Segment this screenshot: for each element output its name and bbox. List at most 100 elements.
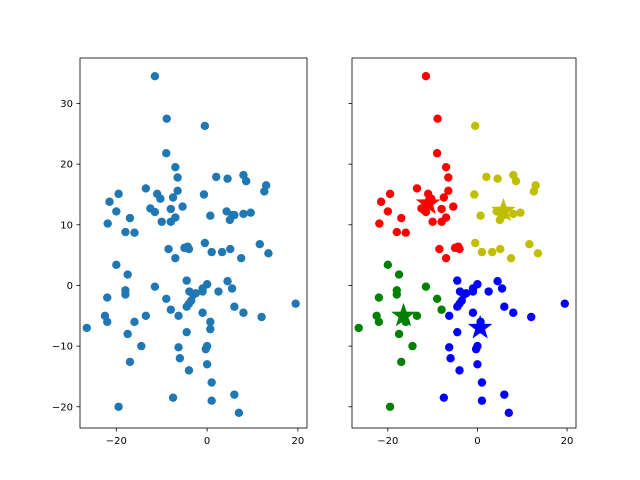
- right-point-s1-17: [488, 247, 497, 257]
- left-point-s0-22: [112, 207, 121, 216]
- left-point-s0-24: [178, 202, 187, 211]
- left-point-s0-82: [123, 329, 132, 339]
- left-point-s0-63: [198, 287, 207, 296]
- right-point-s2-10: [354, 323, 363, 333]
- right-point-s2-8: [412, 311, 422, 320]
- left-point-s0-50: [112, 260, 121, 270]
- left-x-ticks: −20 0 20: [106, 428, 305, 447]
- left-point-s0-46: [226, 244, 235, 254]
- right-centroid-star-2: [391, 302, 416, 327]
- right-point-s2-4: [392, 290, 401, 299]
- right-point-s0-1: [433, 114, 442, 123]
- right-point-s2-16: [437, 305, 446, 314]
- right-point-s0-24: [435, 244, 444, 254]
- right-point-s1-13: [509, 209, 518, 219]
- right-point-s0-15: [437, 204, 446, 214]
- left-point-s0-100: [291, 299, 300, 308]
- right-point-s1-20: [525, 240, 534, 249]
- left-point-s0-6: [212, 172, 221, 182]
- left-y-tick-label-2: 0: [67, 281, 73, 292]
- left-point-s0-86: [174, 343, 183, 352]
- left-point-s0-37: [121, 227, 130, 237]
- left-point-s0-92: [202, 360, 212, 369]
- left-point-s0-43: [200, 238, 210, 248]
- left-point-s0-45: [217, 247, 227, 257]
- left-y-tick-label-0: −20: [52, 402, 73, 413]
- right-point-s0-2: [432, 149, 442, 158]
- left-point-s0-74: [166, 305, 175, 314]
- right-point-s0-8: [444, 186, 453, 196]
- right-point-s1-7: [470, 190, 479, 199]
- left-point-s0-38: [130, 228, 139, 237]
- left-point-s0-44: [207, 247, 216, 257]
- right-point-s1-19: [506, 253, 516, 263]
- left-point-s0-77: [257, 312, 266, 322]
- left-x-tick-label-0: −20: [106, 436, 127, 447]
- left-point-s0-91: [175, 354, 185, 363]
- right-point-s0-28: [441, 253, 451, 263]
- right-centroids-layer: [391, 190, 516, 339]
- left-x-tick-label-1: 0: [204, 436, 210, 447]
- left-y-tick-label-1: −10: [52, 342, 73, 353]
- right-point-s1-21: [533, 249, 543, 258]
- right-point-s0-5: [412, 184, 422, 193]
- right-y-ticks: [348, 103, 352, 408]
- right-point-s3-21: [445, 343, 454, 352]
- left-point-s0-1: [162, 114, 171, 123]
- right-point-s1-0: [471, 121, 480, 131]
- left-point-s0-52: [171, 253, 180, 263]
- left-point-s0-66: [103, 293, 112, 302]
- right-point-s3-0: [453, 276, 462, 285]
- left-point-s0-67: [162, 294, 171, 303]
- left-point-s0-73: [141, 311, 151, 320]
- left-point-s0-29: [206, 211, 215, 220]
- left-point-s0-99: [234, 408, 244, 418]
- right-x-tick-label-0: −20: [377, 436, 398, 447]
- right-centroid-star-0: [415, 190, 441, 215]
- left-point-s0-17: [199, 190, 209, 199]
- left-point-s0-53: [150, 282, 160, 291]
- left-point-s0-90: [125, 357, 135, 367]
- left-point-s0-57: [223, 277, 232, 286]
- right-point-s0-16: [449, 202, 458, 211]
- left-point-s0-79: [103, 317, 112, 327]
- right-point-s0-21: [375, 219, 384, 228]
- right-point-s0-14: [383, 207, 393, 216]
- right-point-s1-4: [511, 176, 521, 186]
- left-point-s0-13: [114, 189, 123, 199]
- left-point-s0-23: [166, 204, 175, 214]
- right-point-s3-15: [468, 308, 478, 317]
- right-point-s1-2: [493, 174, 502, 183]
- right-point-s0-17: [397, 213, 406, 223]
- right-point-s3-29: [500, 390, 509, 399]
- right-point-s0-6: [385, 189, 395, 199]
- left-point-s0-28: [166, 217, 175, 226]
- left-y-tick-label-5: 30: [60, 99, 73, 110]
- right-point-s3-17: [509, 308, 518, 317]
- left-point-s0-11: [260, 187, 269, 196]
- right-point-s1-6: [529, 187, 539, 196]
- right-point-s0-23: [401, 228, 410, 237]
- right-point-s3-27: [477, 378, 487, 387]
- right-point-s2-0: [383, 260, 393, 270]
- left-point-s0-49: [264, 249, 273, 258]
- right-point-s3-16: [527, 312, 536, 322]
- left-point-s0-21: [150, 207, 160, 217]
- right-x-ticks: −20 0 20: [377, 428, 573, 447]
- left-point-s0-70: [187, 296, 196, 305]
- left-point-s0-84: [206, 317, 215, 327]
- left-point-s0-35: [246, 208, 255, 217]
- left-point-s0-3: [162, 149, 171, 158]
- right-point-s3-2: [473, 280, 482, 289]
- right-point-s2-2: [421, 282, 431, 291]
- right-point-s2-15: [385, 402, 395, 411]
- left-point-s0-75: [174, 311, 183, 320]
- left-point-s0-58: [214, 287, 223, 296]
- left-point-s0-4: [171, 162, 180, 172]
- left-x-tick-label-2: 20: [292, 436, 305, 447]
- right-point-s3-32: [560, 299, 569, 308]
- left-point-s0-93: [184, 366, 194, 375]
- right-point-s1-14: [516, 208, 525, 217]
- right-point-s0-3: [441, 162, 451, 172]
